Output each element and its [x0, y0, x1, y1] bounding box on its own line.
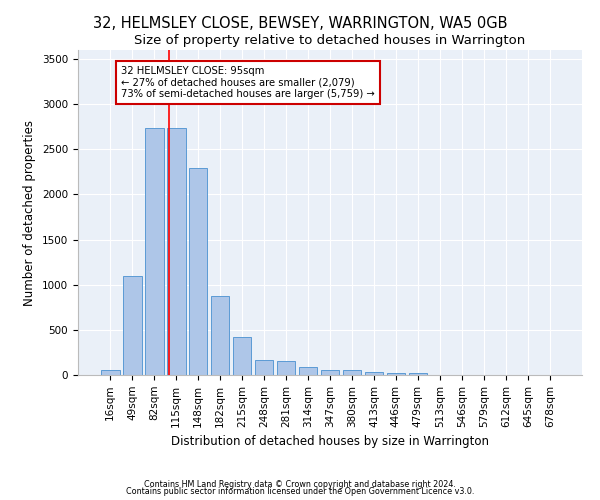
- Text: Contains HM Land Registry data © Crown copyright and database right 2024.: Contains HM Land Registry data © Crown c…: [144, 480, 456, 489]
- Text: 32, HELMSLEY CLOSE, BEWSEY, WARRINGTON, WA5 0GB: 32, HELMSLEY CLOSE, BEWSEY, WARRINGTON, …: [93, 16, 507, 31]
- Bar: [255, 360, 274, 375]
- Bar: [320, 370, 340, 375]
- X-axis label: Distribution of detached houses by size in Warrington: Distribution of detached houses by size …: [171, 435, 489, 448]
- Text: 32 HELMSLEY CLOSE: 95sqm
← 27% of detached houses are smaller (2,079)
73% of sem: 32 HELMSLEY CLOSE: 95sqm ← 27% of detach…: [121, 66, 375, 100]
- Bar: [211, 296, 229, 375]
- Bar: [233, 336, 251, 375]
- Bar: [101, 370, 119, 375]
- Title: Size of property relative to detached houses in Warrington: Size of property relative to detached ho…: [134, 34, 526, 48]
- Bar: [365, 372, 383, 375]
- Bar: [189, 168, 208, 375]
- Bar: [277, 360, 295, 375]
- Bar: [409, 374, 427, 375]
- Text: Contains public sector information licensed under the Open Government Licence v3: Contains public sector information licen…: [126, 487, 474, 496]
- Bar: [123, 276, 142, 375]
- Bar: [145, 128, 164, 375]
- Bar: [167, 128, 185, 375]
- Bar: [299, 367, 317, 375]
- Y-axis label: Number of detached properties: Number of detached properties: [23, 120, 37, 306]
- Bar: [343, 370, 361, 375]
- Bar: [386, 373, 405, 375]
